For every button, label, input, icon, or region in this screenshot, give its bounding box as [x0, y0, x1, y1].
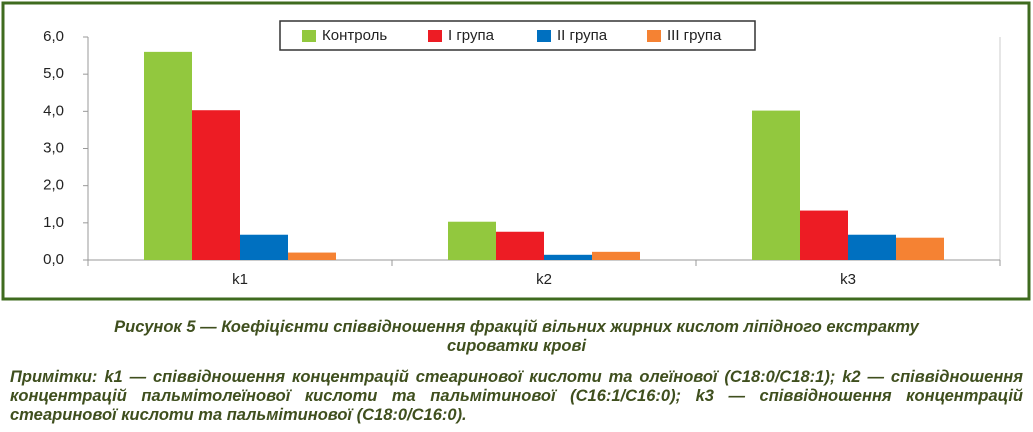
caption: Рисунок 5 — Коефіцієнти співвідношення ф… — [114, 318, 919, 355]
y-tick-label: 4,0 — [43, 102, 64, 119]
legend-swatch — [647, 30, 661, 42]
y-tick-label: 2,0 — [43, 177, 64, 194]
bar — [800, 210, 848, 260]
legend-swatch — [302, 30, 316, 42]
legend-label: I група — [448, 27, 495, 44]
x-tick-label: k2 — [536, 271, 552, 288]
notes: Примітки: k1 — співвідношення концентрац… — [10, 368, 1023, 424]
legend-label: II група — [557, 27, 608, 44]
bar — [752, 110, 800, 260]
bar — [192, 110, 240, 261]
x-tick-label: k3 — [840, 271, 856, 288]
y-tick-label: 1,0 — [43, 214, 64, 231]
bar — [896, 237, 944, 260]
chart: 0,0 1,0 2,0 3,0 4,0 5,0 6,0 k1 k2 k3 Контроль I гру… — [1, 1, 1031, 301]
bar — [288, 252, 336, 260]
bar — [240, 234, 288, 260]
legend-swatch — [537, 30, 551, 42]
y-tick-label: 3,0 — [43, 139, 64, 156]
bar — [848, 234, 896, 260]
x-tick-label: k1 — [232, 271, 248, 288]
y-tick-label: 0,0 — [43, 251, 64, 268]
legend-label: Контроль — [322, 27, 387, 44]
bar — [592, 251, 640, 260]
bar — [544, 254, 592, 260]
bar — [144, 51, 192, 260]
legend-box — [279, 20, 756, 51]
bar — [448, 221, 496, 260]
bar — [496, 231, 544, 260]
legend-label: III група — [667, 27, 722, 44]
y-tick-label: 5,0 — [43, 65, 64, 82]
legend-swatch — [428, 30, 442, 42]
y-tick-label: 6,0 — [43, 28, 64, 45]
